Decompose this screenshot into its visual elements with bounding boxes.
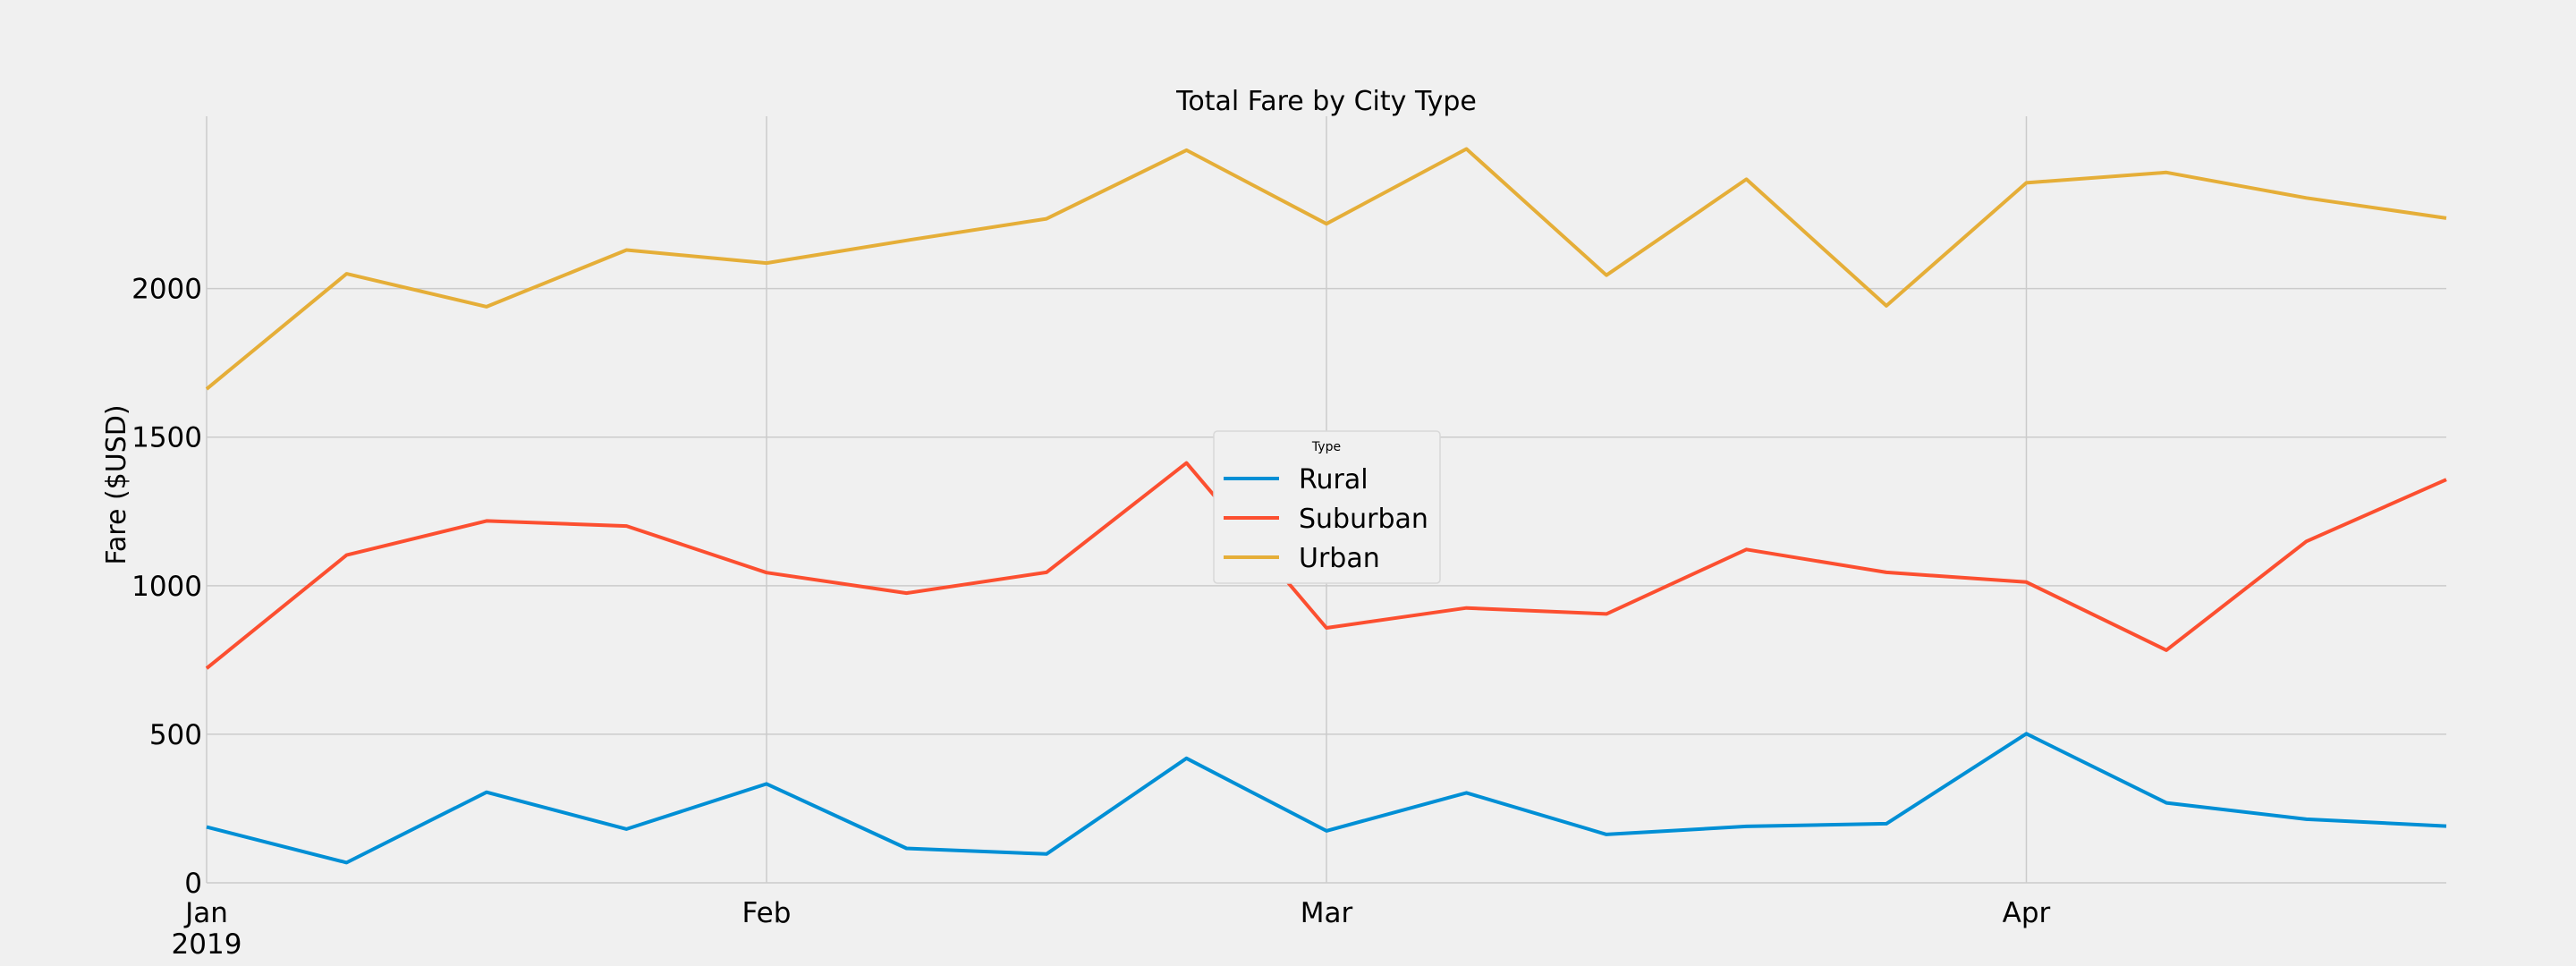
legend-label-rural: Rural xyxy=(1299,464,1368,496)
y-tick-label: 500 xyxy=(149,719,202,751)
chart-title: Total Fare by City Type xyxy=(1175,86,1477,117)
series-line-suburban xyxy=(205,461,2447,670)
legend-entries: Rural Suburban Urban xyxy=(1224,464,1428,574)
legend: Type Rural Suburban Urban xyxy=(1213,430,1441,584)
x-tick-sublabel: 2019 xyxy=(172,928,242,961)
y-tick-label: 1500 xyxy=(131,422,202,454)
y-axis: 0 500 1000 1500 2000 xyxy=(131,274,202,900)
x-tick-label: Feb xyxy=(742,897,792,929)
legend-label-suburban: Suburban xyxy=(1299,504,1428,535)
x-tick-label: Mar xyxy=(1301,897,1353,929)
legend-box xyxy=(1213,430,1441,584)
y-tick-label: 0 xyxy=(184,868,202,900)
legend-title: Type xyxy=(1311,440,1341,454)
x-tick-label: Jan xyxy=(183,897,228,929)
y-tick-label: 1000 xyxy=(131,571,202,603)
x-tick-label: Apr xyxy=(2003,897,2051,929)
series-line-rural xyxy=(206,732,2447,865)
series-lines xyxy=(205,147,2447,865)
grid xyxy=(206,116,2446,884)
y-axis-label: Fare ($USD) xyxy=(101,404,132,564)
y-tick-label: 2000 xyxy=(131,274,202,306)
series-line-urban xyxy=(205,147,2447,391)
legend-label-urban: Urban xyxy=(1299,543,1380,574)
